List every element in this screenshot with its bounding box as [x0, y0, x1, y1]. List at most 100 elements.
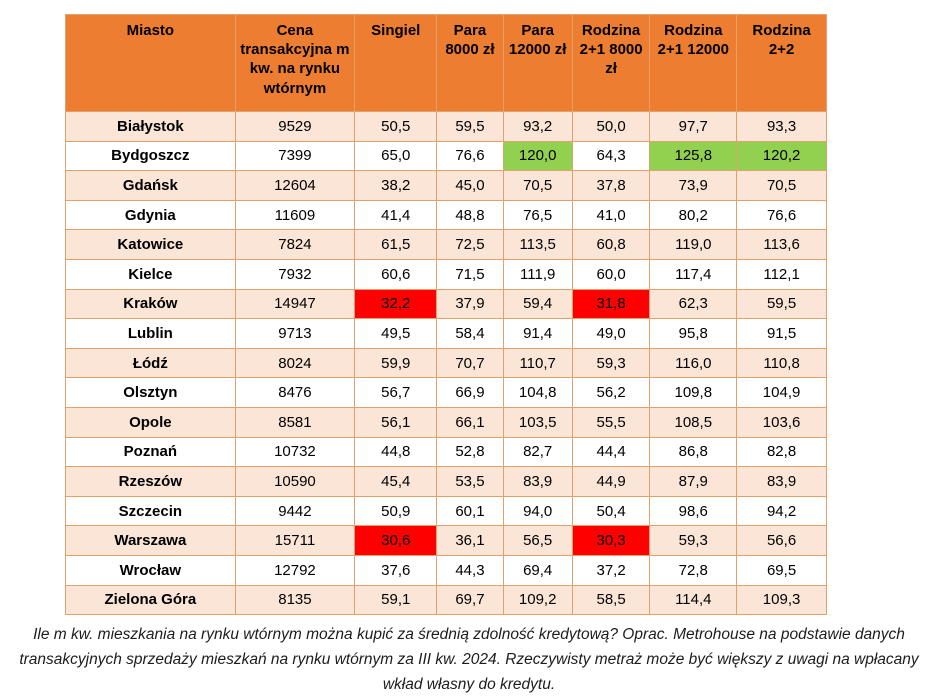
value-cell: 97,7	[649, 111, 738, 142]
city-cell: Gdańsk	[65, 170, 236, 201]
value-cell: 44,8	[354, 436, 438, 468]
value-cell: 83,9	[736, 466, 827, 497]
value-cell: 56,5	[502, 525, 573, 556]
value-cell: 8581	[234, 406, 356, 438]
value-cell: 94,0	[502, 495, 573, 527]
value-cell: 30,3	[571, 525, 651, 556]
table-row: Kraków 14947 32,2 37,9 59,4 31,8 62,3 59,5	[65, 288, 827, 320]
value-cell: 120,2	[736, 140, 827, 172]
value-cell: 36,1	[436, 525, 504, 556]
value-cell: 64,3	[571, 140, 651, 172]
value-cell: 109,8	[649, 377, 738, 408]
header-row: Miasto Cena transakcyjna m kw. na rynku w…	[65, 14, 827, 112]
value-cell: 59,5	[736, 288, 827, 320]
value-cell: 59,3	[649, 525, 738, 556]
value-cell: 116,0	[649, 347, 738, 379]
value-cell: 37,2	[571, 554, 651, 586]
value-cell: 7824	[234, 229, 356, 260]
housing-affordability-table-container: Miasto Cena transakcyjna m kw. na rynku w…	[65, 14, 827, 616]
table-row: Kielce 7932 60,6 71,5 111,9 60,0 117,4 112,1	[65, 258, 827, 290]
value-cell: 91,5	[736, 318, 827, 349]
value-cell: 70,7	[436, 347, 504, 379]
housing-affordability-table: Miasto Cena transakcyjna m kw. na rynku w…	[65, 14, 827, 616]
column-header: Singiel	[354, 14, 438, 112]
value-cell: 52,8	[436, 436, 504, 468]
value-cell: 72,8	[649, 554, 738, 586]
value-cell: 60,1	[436, 495, 504, 527]
value-cell: 103,6	[736, 406, 827, 438]
value-cell: 72,5	[436, 229, 504, 260]
value-cell: 11609	[234, 199, 356, 231]
value-cell: 45,0	[436, 170, 504, 201]
value-cell: 66,9	[436, 377, 504, 408]
value-cell: 103,5	[502, 406, 573, 438]
value-cell: 61,5	[354, 229, 438, 260]
value-cell: 14947	[234, 288, 356, 320]
table-row: Rzeszów 10590 45,4 53,5 83,9 44,9 87,9 83,9	[65, 466, 827, 497]
value-cell: 44,4	[571, 436, 651, 468]
value-cell: 91,4	[502, 318, 573, 349]
value-cell: 48,8	[436, 199, 504, 231]
table-row: Poznań 10732 44,8 52,8 82,7 44,4 86,8 82,8	[65, 436, 827, 468]
column-header: Cena transakcyjna m kw. na rynku wtórnym	[234, 14, 356, 112]
value-cell: 15711	[234, 525, 356, 556]
table-row: Zielona Góra 8135 59,1 69,7 109,2 58,5 114,4 10…	[65, 584, 827, 616]
value-cell: 41,4	[354, 199, 438, 231]
value-cell: 119,0	[649, 229, 738, 260]
value-cell: 7932	[234, 258, 356, 290]
value-cell: 111,9	[502, 258, 573, 290]
value-cell: 109,3	[736, 584, 827, 616]
value-cell: 70,5	[736, 170, 827, 201]
value-cell: 60,8	[571, 229, 651, 260]
value-cell: 62,3	[649, 288, 738, 320]
value-cell: 104,8	[502, 377, 573, 408]
city-cell: Białystok	[65, 111, 236, 142]
value-cell: 9529	[234, 111, 356, 142]
table-row: Opole 8581 56,1 66,1 103,5 55,5 108,5 103,6	[65, 406, 827, 438]
value-cell: 76,6	[436, 140, 504, 172]
value-cell: 66,1	[436, 406, 504, 438]
value-cell: 50,4	[571, 495, 651, 527]
city-cell: Szczecin	[65, 495, 236, 527]
value-cell: 110,7	[502, 347, 573, 379]
value-cell: 56,7	[354, 377, 438, 408]
table-row: Białystok 9529 50,5 59,5 93,2 50,0 97,7 93,3	[65, 111, 827, 142]
table-caption: Ile m kw. mieszkania na rynku wtórnym mo…	[19, 626, 919, 693]
value-cell: 59,9	[354, 347, 438, 379]
value-cell: 7399	[234, 140, 356, 172]
value-cell: 49,5	[354, 318, 438, 349]
value-cell: 30,6	[354, 525, 438, 556]
value-cell: 98,6	[649, 495, 738, 527]
value-cell: 8024	[234, 347, 356, 379]
value-cell: 37,8	[571, 170, 651, 201]
value-cell: 37,6	[354, 554, 438, 586]
table-row: Bydgoszcz 7399 65,0 76,6 120,0 64,3 125,8 120,2	[65, 140, 827, 172]
city-cell: Gdynia	[65, 199, 236, 231]
value-cell: 69,4	[502, 554, 573, 586]
value-cell: 50,0	[571, 111, 651, 142]
city-cell: Kraków	[65, 288, 236, 320]
value-cell: 82,8	[736, 436, 827, 468]
value-cell: 76,6	[736, 199, 827, 231]
value-cell: 113,5	[502, 229, 573, 260]
column-header: Para 8000 zł	[436, 14, 504, 112]
table-row: Warszawa 15711 30,6 36,1 56,5 30,3 59,3 56,6	[65, 525, 827, 556]
value-cell: 37,9	[436, 288, 504, 320]
column-header: Para 12000 zł	[502, 14, 573, 112]
table-row: Olsztyn 8476 56,7 66,9 104,8 56,2 109,8 104,9	[65, 377, 827, 408]
value-cell: 104,9	[736, 377, 827, 408]
city-cell: Zielona Góra	[65, 584, 236, 616]
value-cell: 59,4	[502, 288, 573, 320]
value-cell: 49,0	[571, 318, 651, 349]
value-cell: 32,2	[354, 288, 438, 320]
column-header: Rodzina 2+1 12000	[649, 14, 738, 112]
value-cell: 60,0	[571, 258, 651, 290]
value-cell: 86,8	[649, 436, 738, 468]
value-cell: 58,5	[571, 584, 651, 616]
value-cell: 8476	[234, 377, 356, 408]
value-cell: 110,8	[736, 347, 827, 379]
value-cell: 120,0	[502, 140, 573, 172]
value-cell: 69,7	[436, 584, 504, 616]
value-cell: 56,1	[354, 406, 438, 438]
value-cell: 58,4	[436, 318, 504, 349]
